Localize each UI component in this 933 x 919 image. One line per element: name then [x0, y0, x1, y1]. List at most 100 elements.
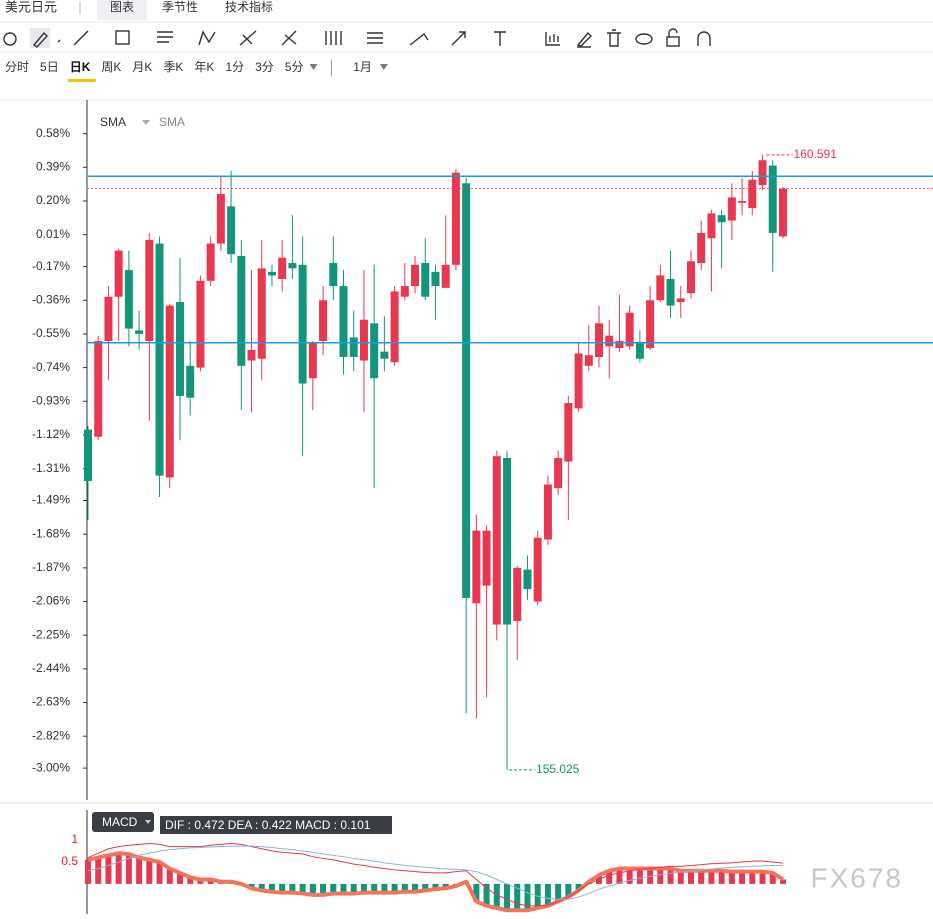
tool-icon[interactable]	[697, 31, 711, 46]
indicator-line	[87, 843, 784, 907]
candle-body	[431, 271, 440, 287]
candle-body	[462, 183, 471, 598]
tool-icon[interactable]	[576, 31, 592, 48]
tool-icon[interactable]	[451, 31, 466, 46]
candle-body	[329, 263, 338, 287]
tool-icon[interactable]	[239, 30, 257, 46]
y-tick-label: -2.82%	[32, 728, 70, 742]
macd-bar	[626, 868, 633, 884]
period-option[interactable]: 日K	[70, 60, 91, 74]
tool-icon[interactable]	[32, 31, 48, 48]
period-option[interactable]: 1分	[225, 60, 244, 74]
active-tab-bg	[97, 0, 147, 20]
indicator-button[interactable]	[92, 812, 154, 832]
candle-body	[666, 278, 675, 306]
candle-body	[492, 456, 501, 625]
y-tick-label: -1.12%	[32, 427, 70, 441]
tool-icon[interactable]	[198, 30, 216, 46]
tool-icon[interactable]	[668, 28, 678, 37]
macd-bar	[176, 872, 183, 884]
period-option[interactable]: 1月	[353, 60, 372, 74]
period-option[interactable]: 年K	[194, 60, 214, 74]
tool-icon[interactable]	[666, 36, 680, 47]
period-option[interactable]: 季K	[163, 60, 183, 74]
candle-body	[748, 179, 757, 209]
macd-bar	[391, 883, 398, 893]
macd-bar	[320, 883, 327, 895]
indicator-line	[87, 845, 783, 900]
y-tick-label: -0.74%	[32, 360, 70, 374]
period-option[interactable]: 5日	[40, 60, 59, 74]
indicator-name[interactable]: MACD	[102, 815, 138, 829]
info-bg	[160, 816, 392, 834]
max-label: 160.591	[794, 147, 838, 161]
period-option[interactable]: 月K	[132, 60, 152, 74]
period-option[interactable]: 5分	[285, 60, 304, 74]
tool-icon[interactable]	[367, 32, 383, 44]
tool-icon[interactable]	[3, 32, 17, 46]
tool-icon[interactable]	[494, 31, 506, 46]
candle-body	[380, 351, 389, 359]
instrument-title: 美元日元	[5, 0, 57, 14]
candle-body	[615, 341, 624, 349]
candle-body	[421, 263, 430, 297]
macd-bar	[728, 871, 735, 884]
tool-icon[interactable]	[281, 30, 297, 46]
y-tick-label: -3.00%	[32, 760, 70, 774]
macd-bar	[555, 883, 562, 902]
y-tick-label: -2.63%	[32, 695, 70, 709]
tool-icon[interactable]	[325, 31, 342, 45]
candle-body	[707, 213, 716, 239]
candle-body	[595, 323, 603, 357]
macd-bar	[360, 883, 367, 893]
period-option[interactable]: 分时	[5, 60, 29, 74]
tool-icon[interactable]	[73, 30, 89, 46]
plot	[83, 133, 933, 913]
macd-bar	[667, 868, 674, 884]
candle-body	[339, 286, 348, 357]
tool-icon[interactable]	[409, 32, 429, 46]
candle-body	[196, 280, 205, 368]
candle-body	[543, 484, 552, 540]
separator	[57, 39, 61, 43]
macd-bar	[412, 883, 419, 892]
macd-bar	[514, 883, 521, 911]
candle-body	[503, 457, 512, 625]
macd-bar	[146, 859, 153, 884]
macd-bar	[432, 883, 439, 890]
tab[interactable]: 季节性	[162, 0, 198, 14]
candle-body	[257, 268, 266, 359]
dropdown-arrow	[309, 64, 318, 70]
y-tick-label: -0.93%	[32, 393, 70, 407]
candle-body	[727, 197, 736, 221]
y-tick-label: -1.49%	[32, 493, 70, 507]
candle-body	[216, 193, 225, 244]
y-tick-label: -1.87%	[32, 560, 70, 574]
candle-body	[625, 312, 634, 347]
tool-icon[interactable]	[607, 29, 621, 47]
period-option[interactable]: 周K	[101, 60, 121, 74]
period-option[interactable]: 3分	[255, 60, 274, 74]
macd-line	[87, 851, 785, 913]
dropdown-arrow	[145, 820, 151, 824]
tab[interactable]: 技术指标	[225, 0, 273, 14]
tool-icon[interactable]	[635, 33, 653, 45]
min-label: 155.025	[536, 762, 580, 776]
macd-bar	[350, 883, 357, 894]
macd-bar	[677, 870, 684, 884]
macd-bar	[422, 883, 429, 891]
candle-body	[145, 240, 154, 342]
macd-bar	[381, 883, 388, 893]
tab[interactable]: 图表	[110, 0, 134, 14]
candle-body	[390, 291, 399, 363]
tool-icon[interactable]	[157, 31, 173, 43]
candle-body	[513, 567, 522, 622]
tool-icon[interactable]	[545, 32, 560, 46]
tool-icon[interactable]	[115, 30, 130, 45]
candle-body	[554, 457, 563, 489]
candle-body	[768, 165, 777, 233]
y-tick-label: -2.06%	[32, 594, 70, 608]
macd-bar	[708, 870, 715, 884]
candle-body	[441, 264, 450, 288]
candle-body	[482, 530, 491, 586]
